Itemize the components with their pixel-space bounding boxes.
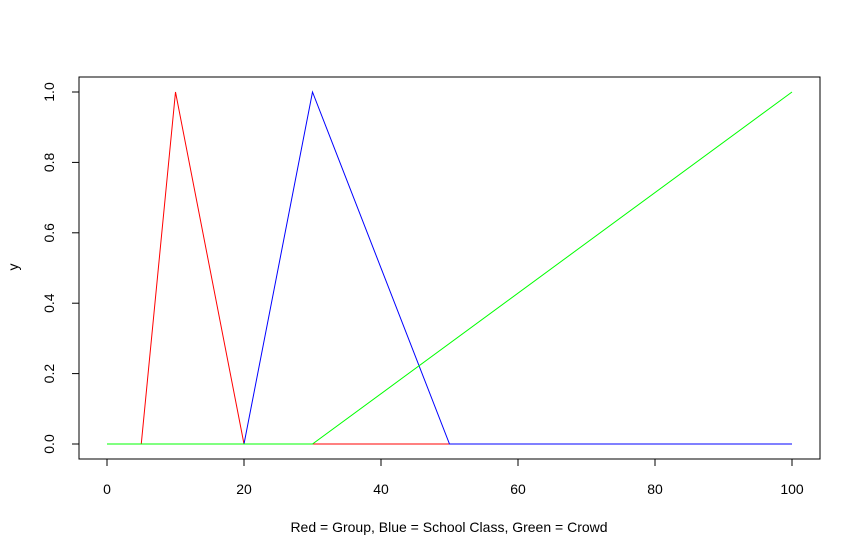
y-tick-label: 1.0: [41, 82, 57, 102]
plot-frame: [78, 76, 821, 460]
x-tick-label: 20: [236, 481, 252, 497]
y-tick-label: 0.0: [41, 434, 57, 454]
y-tick-label: 0.8: [41, 152, 57, 172]
y-tick-label: 0.6: [41, 223, 57, 243]
series-line-1: [243, 90, 792, 445]
y-tick-label: 0.2: [41, 364, 57, 384]
x-tick-label: 0: [103, 481, 111, 497]
y-axis-label: y: [5, 264, 21, 271]
x-tick-label: 80: [647, 481, 663, 497]
series-layer: [107, 90, 793, 445]
y-tick-label: 0.4: [41, 293, 57, 313]
x-tick-label: 100: [780, 481, 804, 497]
x-tick-label: 60: [510, 481, 526, 497]
y-axis: 0.0 0.2 0.4 0.6 0.8 1.0: [41, 82, 80, 454]
x-axis-label: Red = Group, Blue = School Class, Green …: [290, 519, 607, 535]
series-line-2: [107, 91, 793, 445]
x-tick-label: 40: [373, 481, 389, 497]
x-axis: 0 20 40 60 80 100: [103, 458, 804, 497]
